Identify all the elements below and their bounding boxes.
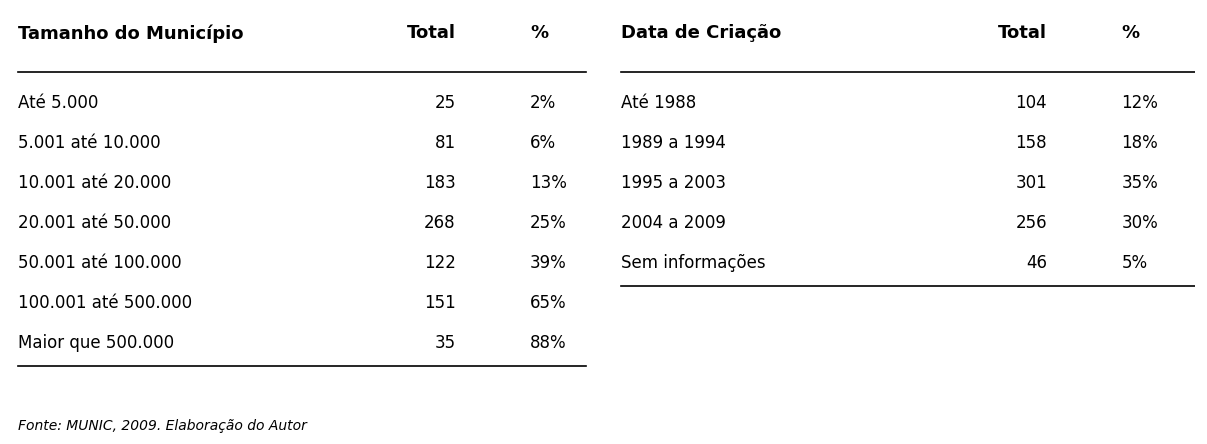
Text: 151: 151 — [424, 294, 456, 312]
Text: 100.001 até 500.000: 100.001 até 500.000 — [18, 294, 192, 312]
Text: 183: 183 — [424, 174, 456, 192]
Text: 88%: 88% — [530, 334, 567, 352]
Text: %: % — [530, 24, 548, 42]
Text: 2004 a 2009: 2004 a 2009 — [622, 214, 727, 232]
Text: 13%: 13% — [530, 174, 567, 192]
Text: 1995 a 2003: 1995 a 2003 — [622, 174, 727, 192]
Text: %: % — [1121, 24, 1139, 42]
Text: 65%: 65% — [530, 294, 567, 312]
Text: Sem informações: Sem informações — [622, 254, 766, 272]
Text: Até 1988: Até 1988 — [622, 94, 696, 111]
Text: 30%: 30% — [1121, 214, 1159, 232]
Text: 12%: 12% — [1121, 94, 1159, 111]
Text: 25%: 25% — [530, 214, 567, 232]
Text: 122: 122 — [424, 254, 456, 272]
Text: 10.001 até 20.000: 10.001 até 20.000 — [18, 174, 171, 192]
Text: 1989 a 1994: 1989 a 1994 — [622, 134, 727, 152]
Text: 81: 81 — [435, 134, 456, 152]
Text: 46: 46 — [1026, 254, 1046, 272]
Text: Total: Total — [998, 24, 1046, 42]
Text: 2%: 2% — [530, 94, 556, 111]
Text: 5%: 5% — [1121, 254, 1148, 272]
Text: 25: 25 — [435, 94, 456, 111]
Text: 20.001 até 50.000: 20.001 até 50.000 — [18, 214, 171, 232]
Text: 6%: 6% — [530, 134, 556, 152]
Text: 39%: 39% — [530, 254, 567, 272]
Text: 18%: 18% — [1121, 134, 1159, 152]
Text: 50.001 até 100.000: 50.001 até 100.000 — [18, 254, 181, 272]
Text: 158: 158 — [1015, 134, 1046, 152]
Text: 104: 104 — [1015, 94, 1046, 111]
Text: Tamanho do Município: Tamanho do Município — [18, 24, 244, 43]
Text: 256: 256 — [1015, 214, 1046, 232]
Text: 5.001 até 10.000: 5.001 até 10.000 — [18, 134, 161, 152]
Text: 301: 301 — [1015, 174, 1046, 192]
Text: Maior que 500.000: Maior que 500.000 — [18, 334, 174, 352]
Text: Data de Criação: Data de Criação — [622, 24, 781, 42]
Text: 268: 268 — [424, 214, 456, 232]
Text: 35: 35 — [435, 334, 456, 352]
Text: Total: Total — [407, 24, 456, 42]
Text: Até 5.000: Até 5.000 — [18, 94, 98, 111]
Text: 35%: 35% — [1121, 174, 1159, 192]
Text: Fonte: MUNIC, 2009. Elaboração do Autor: Fonte: MUNIC, 2009. Elaboração do Autor — [18, 419, 307, 433]
